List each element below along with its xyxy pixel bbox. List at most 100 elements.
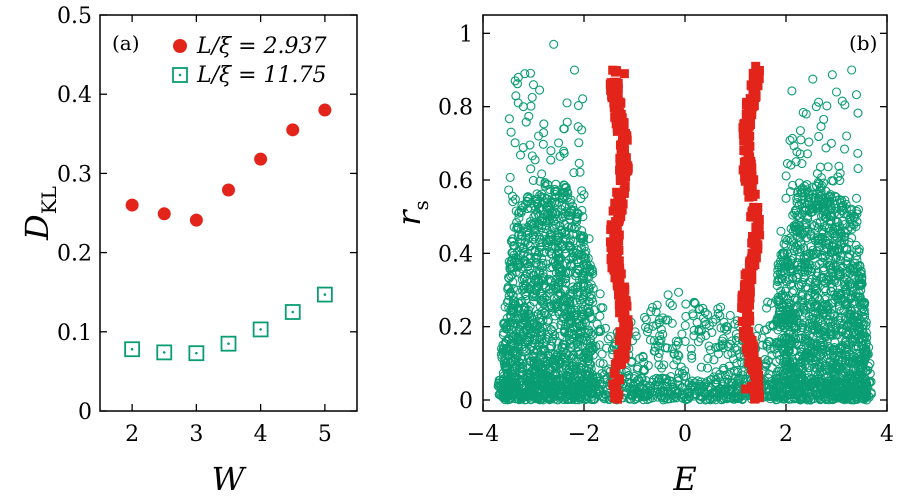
b-green-point xyxy=(663,290,673,300)
b-green-point xyxy=(598,303,608,313)
b-green-point xyxy=(621,367,631,377)
b-green-point xyxy=(776,366,787,376)
b-green-point xyxy=(533,250,543,260)
b-green-point xyxy=(861,346,871,356)
b-green-point xyxy=(806,339,816,349)
b-red-point xyxy=(744,342,754,352)
b-green-point xyxy=(834,388,844,398)
b-red-point xyxy=(607,250,617,260)
b-red-point xyxy=(610,266,620,276)
b-green-point xyxy=(819,352,829,362)
b-green-point xyxy=(561,348,571,358)
b-green-point xyxy=(561,293,571,303)
b-green-point xyxy=(677,329,687,339)
b-green-point xyxy=(602,343,612,353)
b-green-point xyxy=(524,111,534,121)
b-green-point xyxy=(503,395,513,405)
b-green-point xyxy=(703,353,713,363)
b-green-point xyxy=(578,212,588,222)
b-green-point xyxy=(576,379,586,389)
b-green-point xyxy=(853,319,863,329)
b-green-point xyxy=(547,336,557,346)
b-green-point xyxy=(507,191,518,201)
b-green-point xyxy=(498,330,508,340)
b-green-point xyxy=(573,342,583,352)
b-green-point xyxy=(552,230,562,240)
b-green-point xyxy=(779,249,789,259)
b-green-point xyxy=(790,293,800,303)
a-red-point xyxy=(125,198,139,212)
b-green-point xyxy=(641,315,651,325)
b-green-point xyxy=(550,189,560,200)
b-green-point xyxy=(591,378,601,388)
b-x-tick-label: 2 xyxy=(779,422,793,447)
b-green-point xyxy=(805,302,816,312)
b-green-point xyxy=(698,303,708,313)
b-red-point xyxy=(741,286,751,296)
b-y-ticks: 0 0.2 0.4 0.6 0.8 1 xyxy=(438,22,887,414)
b-green-point xyxy=(783,308,793,318)
b-green-point xyxy=(538,295,548,305)
b-green-point xyxy=(808,332,818,342)
b-green-point xyxy=(780,359,791,370)
b-green-point xyxy=(762,339,772,349)
b-green-point xyxy=(791,346,801,356)
b-green-point xyxy=(848,265,858,275)
b-red-point xyxy=(753,386,763,396)
b-green-point xyxy=(572,390,583,400)
b-green-point xyxy=(530,245,540,255)
b-green-point xyxy=(853,342,863,352)
b-green-point xyxy=(859,331,869,341)
b-green-point xyxy=(841,337,851,347)
b-green-point xyxy=(506,236,516,246)
b-green-point xyxy=(595,358,605,368)
b-green-point xyxy=(543,350,553,361)
b-green-point xyxy=(586,290,596,300)
b-green-point xyxy=(788,210,798,220)
b-green-point xyxy=(510,241,520,251)
b-green-point xyxy=(794,307,804,317)
b-green-point xyxy=(771,388,781,398)
b-green-point xyxy=(681,311,691,321)
b-green-point xyxy=(562,98,572,108)
b-red-point xyxy=(744,110,754,120)
b-red-point xyxy=(753,66,763,76)
b-green-point xyxy=(841,199,851,209)
b-green-point xyxy=(808,204,818,214)
b-green-point xyxy=(551,261,561,271)
b-green-point xyxy=(814,242,824,252)
b-green-point xyxy=(854,288,864,298)
b-green-point xyxy=(781,391,791,402)
b-green-point xyxy=(672,355,682,365)
b-green-point xyxy=(711,314,721,324)
b-red-point xyxy=(615,327,625,337)
b-red-point xyxy=(613,200,623,210)
b-green-point xyxy=(585,379,595,389)
b-green-point xyxy=(511,218,522,228)
b-green-point xyxy=(807,297,817,307)
b-green-point xyxy=(722,394,732,404)
b-red-point xyxy=(752,223,762,233)
b-green-point xyxy=(815,388,825,398)
b-green-point xyxy=(805,260,815,270)
b-green-point xyxy=(727,348,737,358)
b-green-point xyxy=(772,342,782,353)
b-green-point xyxy=(783,259,793,269)
b-green-point xyxy=(565,311,575,321)
b-green-point xyxy=(766,298,777,308)
a-panel-label: (a) xyxy=(112,31,140,55)
b-green-point xyxy=(554,375,564,385)
b-green-point xyxy=(803,226,813,236)
b-green-point xyxy=(667,318,677,328)
b-green-point xyxy=(834,304,844,314)
b-green-point xyxy=(775,303,785,313)
b-green-point xyxy=(804,311,814,321)
b-green-point xyxy=(783,383,793,393)
b-green-point xyxy=(569,168,579,178)
b-red-point xyxy=(748,192,758,202)
a-red-point xyxy=(286,123,300,137)
b-green-point xyxy=(544,379,554,389)
b-green-point xyxy=(516,353,526,363)
b-green-point xyxy=(654,335,664,346)
b-red-point xyxy=(606,78,616,88)
